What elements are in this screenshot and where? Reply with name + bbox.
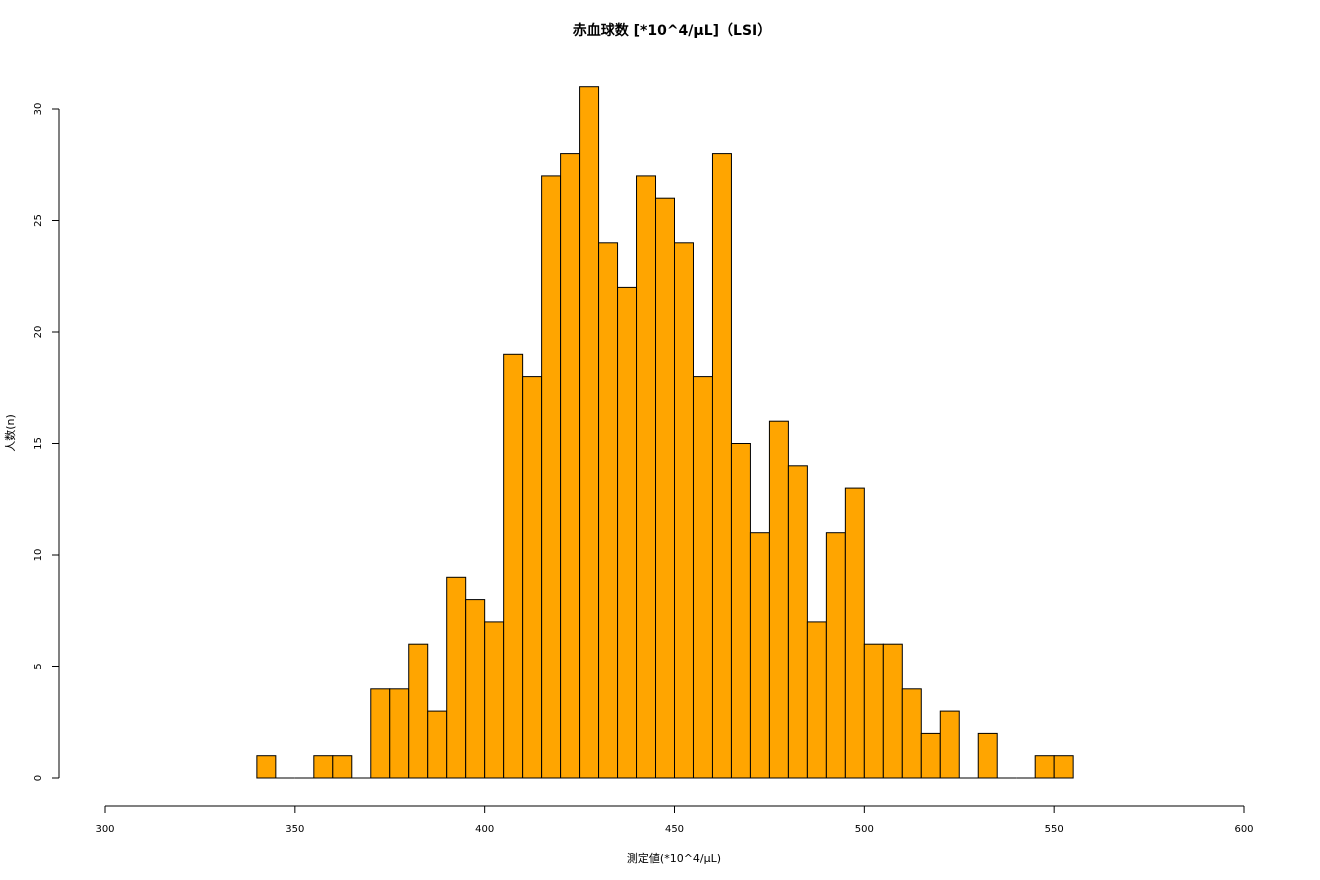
histogram-bar xyxy=(522,376,543,779)
histogram-bar xyxy=(863,643,884,779)
histogram-bar xyxy=(939,710,960,779)
histogram-bar xyxy=(692,376,713,779)
histogram-bar xyxy=(541,175,562,779)
histogram-bar xyxy=(844,487,865,779)
histogram-bar xyxy=(446,576,467,779)
histogram-bar xyxy=(1053,755,1074,779)
y-axis-label: 人数(n) xyxy=(4,414,17,452)
histogram-bar xyxy=(901,688,922,779)
histogram-bar xyxy=(806,621,827,779)
histogram-bar xyxy=(655,197,675,779)
histogram-bar xyxy=(465,599,486,779)
histogram-bar xyxy=(560,153,581,779)
y-tick-label: 20 xyxy=(33,326,44,339)
y-tick-label: 5 xyxy=(33,663,44,669)
histogram-bar xyxy=(427,710,448,779)
histogram-bar xyxy=(749,532,770,779)
histogram-bar xyxy=(370,688,391,779)
histogram-bar xyxy=(598,242,619,779)
histogram-bar xyxy=(768,420,789,779)
bars-group xyxy=(256,86,1074,779)
histogram-bar xyxy=(484,621,505,779)
histogram-bar xyxy=(408,643,429,779)
x-tick-label: 500 xyxy=(855,824,874,835)
y-tick-label: 25 xyxy=(33,214,44,227)
histogram-bar xyxy=(787,465,808,779)
x-tick-label: 300 xyxy=(95,824,114,835)
histogram-bar xyxy=(389,688,410,779)
x-tick-label: 550 xyxy=(1045,824,1064,835)
histogram-bar xyxy=(711,153,732,779)
x-tick-label: 400 xyxy=(475,824,494,835)
y-tick-label: 10 xyxy=(33,549,44,562)
x-tick-label: 600 xyxy=(1234,824,1253,835)
histogram-bar xyxy=(977,732,998,779)
x-axis: 300 350 400 450 500 550 600 xyxy=(95,805,1254,835)
x-axis-label: 測定値(*10^4/μL) xyxy=(627,851,721,865)
chart-title: 赤血球数 [*10^4/μL]（LSI） xyxy=(573,22,772,39)
histogram-bar xyxy=(332,755,353,779)
histogram-bar xyxy=(674,242,694,779)
histogram-bar xyxy=(313,755,334,779)
histogram-bar xyxy=(636,175,657,779)
x-tick-label: 350 xyxy=(285,824,304,835)
histogram-bar xyxy=(920,732,941,779)
histogram-bar xyxy=(256,755,277,779)
y-tick-label: 15 xyxy=(33,437,44,450)
histogram-bar xyxy=(825,532,846,779)
histogram-bar xyxy=(882,643,903,779)
y-tick-label: 0 xyxy=(33,775,44,781)
y-tick-label: 30 xyxy=(33,103,44,116)
x-tick-label: 450 xyxy=(665,824,684,835)
histogram-bar xyxy=(617,286,638,779)
histogram-bar xyxy=(730,443,751,779)
histogram-bar xyxy=(503,353,524,779)
histogram-bar xyxy=(579,86,600,779)
histogram-bar xyxy=(1034,755,1055,779)
y-axis: 0 5 10 15 20 25 30 xyxy=(33,103,60,781)
